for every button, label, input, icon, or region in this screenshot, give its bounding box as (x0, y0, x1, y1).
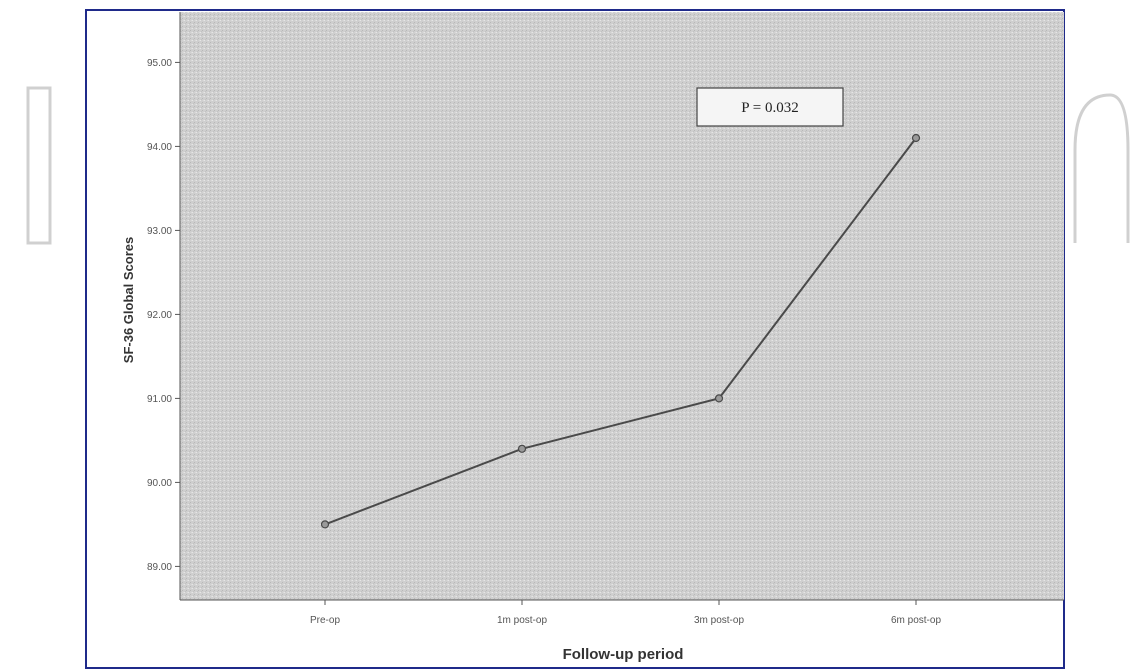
y-tick-label: 91.00 (147, 394, 172, 405)
y-tick-label: 93.00 (147, 226, 172, 237)
x-tick-label: 6m post-op (891, 615, 941, 626)
y-tick-label: 90.00 (147, 478, 172, 489)
annotation-box (696, 87, 844, 127)
x-tick-label: 3m post-op (694, 615, 744, 626)
y-tick-label: 92.00 (147, 310, 172, 321)
data-point (320, 520, 330, 529)
x-axis-title: Follow-up period (563, 646, 684, 663)
data-point (911, 133, 921, 143)
x-tick-label: Pre-op (310, 615, 340, 626)
series-group (320, 133, 921, 529)
data-point (517, 444, 527, 453)
data-point (714, 394, 724, 403)
plot-area (180, 12, 1064, 600)
x-tick-label: 1m post-op (497, 615, 547, 626)
x-ticks: Pre-op 1m post-op 3m post-op 6m post-op (310, 600, 941, 626)
y-tick-label: 95.00 (147, 58, 172, 69)
series-line (324, 137, 917, 526)
y-axis-title: SF-36 Global Scores (121, 237, 136, 363)
y-tick-label: 89.00 (147, 562, 172, 573)
annotation-text: P = 0.032 (741, 100, 799, 116)
y-ticks: 89.00 90.00 91.00 92.00 93.00 94.00 95.00 (147, 58, 180, 573)
p-value-annotation: P = 0.032 (696, 87, 844, 127)
y-tick-label: 94.00 (147, 142, 172, 153)
